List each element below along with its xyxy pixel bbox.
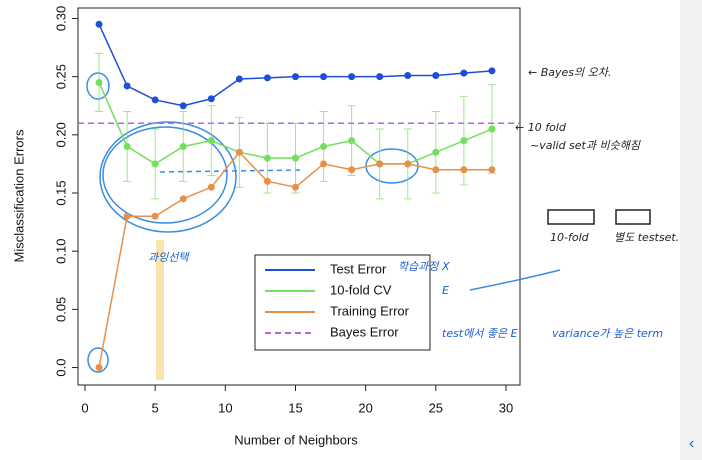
point bbox=[291, 154, 299, 162]
annotation: 별도 testset. bbox=[614, 231, 679, 244]
y-tick-label: 0.05 bbox=[53, 297, 68, 322]
annotation: 학습과정 X bbox=[398, 260, 450, 273]
point bbox=[291, 73, 299, 81]
point bbox=[263, 177, 271, 185]
x-tick-label: 20 bbox=[358, 400, 372, 415]
y-axis-label: Misclassification Errors bbox=[11, 129, 26, 262]
point bbox=[207, 95, 215, 103]
nav-arrow[interactable]: ‹ bbox=[689, 435, 694, 452]
annotation: 10-fold bbox=[550, 231, 590, 244]
point bbox=[179, 195, 187, 203]
point bbox=[460, 137, 468, 145]
annotation: E bbox=[442, 284, 449, 297]
point bbox=[376, 73, 384, 81]
annotation: ~valid set과 비슷해짐 bbox=[530, 139, 641, 152]
x-tick-label: 15 bbox=[288, 400, 302, 415]
point bbox=[95, 20, 103, 28]
x-tick-label: 25 bbox=[429, 400, 443, 415]
point bbox=[207, 137, 215, 145]
point bbox=[460, 166, 468, 174]
point bbox=[123, 82, 131, 90]
point bbox=[404, 160, 412, 168]
point bbox=[488, 166, 496, 174]
point bbox=[320, 160, 328, 168]
point bbox=[488, 125, 496, 133]
y-tick-label: 0.20 bbox=[53, 122, 68, 147]
annotation: variance가 높은 term bbox=[552, 327, 663, 340]
legend-label: Training Error bbox=[330, 303, 410, 318]
annotation: ← Bayes의 오차. bbox=[528, 66, 611, 79]
y-tick-label: 0.15 bbox=[53, 180, 68, 205]
point bbox=[348, 73, 356, 81]
point bbox=[123, 212, 131, 220]
highlight bbox=[156, 240, 164, 380]
point bbox=[207, 183, 215, 191]
scrollbar bbox=[680, 0, 702, 460]
annotation: ← 10 fold bbox=[515, 121, 567, 134]
point bbox=[179, 142, 187, 150]
point bbox=[404, 71, 412, 79]
x-tick-label: 10 bbox=[218, 400, 232, 415]
point bbox=[432, 71, 440, 79]
point bbox=[235, 75, 243, 83]
legend-label: 10-fold CV bbox=[330, 282, 392, 297]
point bbox=[151, 96, 159, 104]
annotation: 과잉선택 bbox=[148, 251, 190, 264]
point bbox=[179, 102, 187, 110]
series-line bbox=[98, 23, 492, 107]
legend-label: Bayes Error bbox=[330, 324, 399, 339]
y-tick-label: 0.30 bbox=[53, 6, 68, 31]
y-tick-label: 0.10 bbox=[53, 239, 68, 264]
point bbox=[488, 67, 496, 75]
point bbox=[348, 166, 356, 174]
point bbox=[432, 148, 440, 156]
x-tick-label: 5 bbox=[152, 400, 159, 415]
point bbox=[320, 142, 328, 150]
point bbox=[151, 160, 159, 168]
point bbox=[235, 148, 243, 156]
point bbox=[263, 154, 271, 162]
point bbox=[263, 74, 271, 82]
point bbox=[320, 73, 328, 81]
annotation: test에서 좋은 E bbox=[442, 327, 518, 340]
point bbox=[95, 364, 103, 372]
point bbox=[376, 160, 384, 168]
legend-label: Test Error bbox=[330, 261, 387, 276]
point bbox=[151, 212, 159, 220]
y-tick-label: 0.0 bbox=[53, 359, 68, 377]
point bbox=[348, 137, 356, 145]
point bbox=[95, 78, 103, 86]
point bbox=[123, 142, 131, 150]
point bbox=[460, 69, 468, 77]
x-axis-label: Number of Neighbors bbox=[234, 432, 358, 447]
x-tick-label: 30 bbox=[499, 400, 513, 415]
point bbox=[432, 166, 440, 174]
x-tick-label: 0 bbox=[81, 400, 88, 415]
point bbox=[291, 183, 299, 191]
plot-frame bbox=[77, 7, 521, 386]
y-tick-label: 0.25 bbox=[53, 64, 68, 89]
